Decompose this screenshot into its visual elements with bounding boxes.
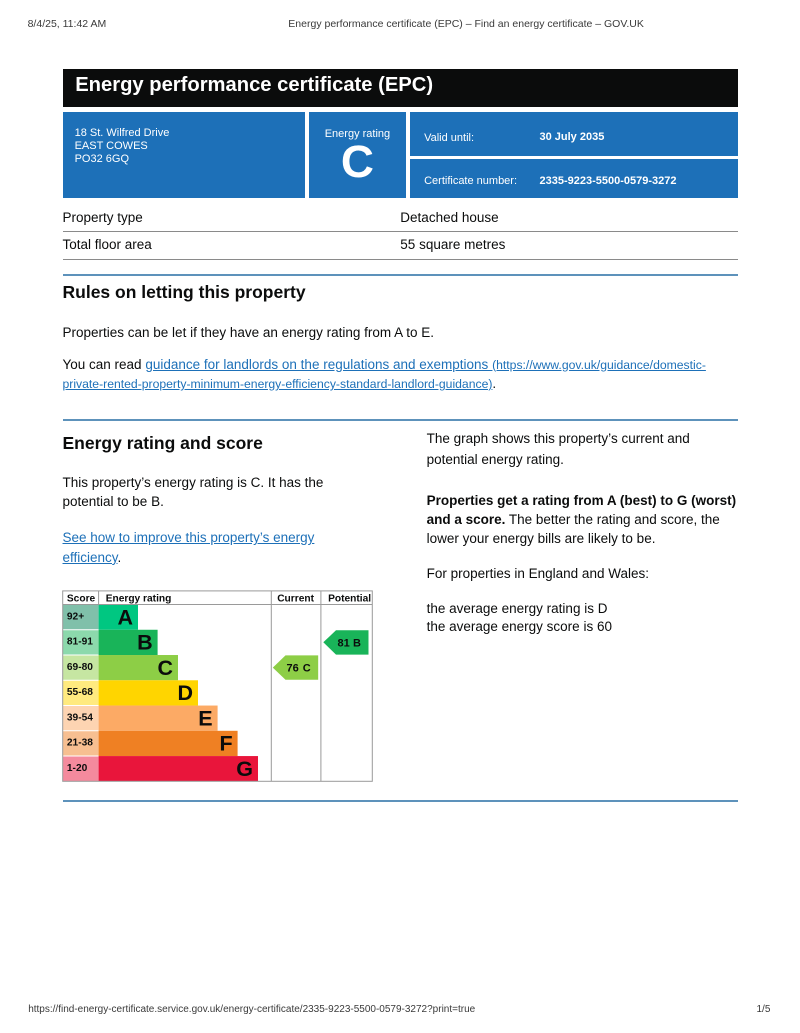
svg-text:92+: 92+ (67, 611, 84, 622)
svg-text:76: 76 (287, 663, 299, 675)
svg-text:Current: Current (277, 593, 314, 604)
svg-text:G: G (236, 757, 253, 781)
svg-text:81-91: 81-91 (67, 637, 93, 648)
svg-text:C: C (157, 656, 173, 680)
svg-text:D: D (177, 681, 193, 705)
svg-text:E: E (198, 706, 212, 730)
svg-text:21-38: 21-38 (67, 738, 93, 749)
svg-text:55-68: 55-68 (67, 687, 93, 698)
svg-text:69-80: 69-80 (67, 662, 93, 673)
svg-text:A: A (117, 605, 133, 629)
svg-text:1-20: 1-20 (67, 763, 88, 774)
svg-text:B: B (137, 631, 153, 655)
svg-text:39-54: 39-54 (67, 712, 93, 723)
svg-text:B: B (353, 638, 361, 650)
svg-text:Score: Score (67, 593, 96, 604)
svg-text:81: 81 (338, 638, 350, 650)
svg-text:Energy rating: Energy rating (106, 593, 172, 604)
svg-text:C: C (303, 663, 311, 675)
svg-text:F: F (219, 732, 232, 756)
svg-text:Potential: Potential (328, 593, 371, 604)
